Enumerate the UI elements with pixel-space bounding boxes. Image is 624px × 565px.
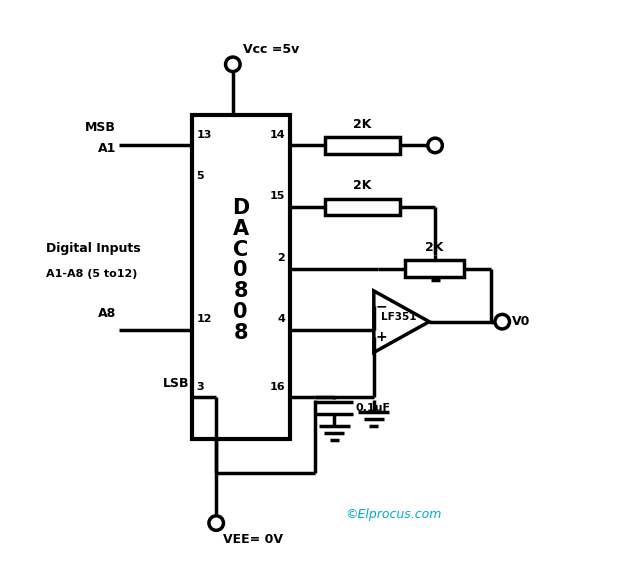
Text: A1-A8 (5 to12): A1-A8 (5 to12)	[46, 269, 138, 279]
Text: LF351: LF351	[381, 312, 416, 322]
Text: ©Elprocus.com: ©Elprocus.com	[346, 508, 442, 521]
Circle shape	[209, 516, 223, 531]
Text: LSB: LSB	[162, 377, 189, 390]
Text: Vcc =5v: Vcc =5v	[243, 43, 299, 56]
Text: D
A
C
0
8
0
8: D A C 0 8 0 8	[232, 198, 250, 343]
Text: 2K: 2K	[353, 179, 371, 192]
Bar	[406, 260, 464, 277]
Text: A1: A1	[98, 142, 116, 155]
Text: 4: 4	[277, 315, 285, 324]
Bar	[324, 137, 400, 154]
Text: 2K: 2K	[426, 241, 444, 254]
Text: 5: 5	[196, 171, 204, 181]
Text: 2K: 2K	[353, 118, 371, 131]
Text: −: −	[375, 299, 387, 313]
Text: +: +	[375, 330, 387, 344]
Text: 2: 2	[278, 253, 285, 263]
Circle shape	[495, 314, 509, 329]
Text: 0.1uF: 0.1uF	[356, 403, 391, 413]
Text: 12: 12	[196, 315, 212, 324]
Text: 16: 16	[270, 381, 285, 392]
Text: MSB: MSB	[85, 121, 116, 134]
Text: VEE= 0V: VEE= 0V	[223, 533, 283, 546]
Text: Digital Inputs: Digital Inputs	[46, 242, 141, 255]
Circle shape	[428, 138, 442, 153]
Bar	[192, 115, 290, 439]
Text: 3: 3	[196, 381, 204, 392]
Bar	[324, 198, 400, 215]
Circle shape	[225, 57, 240, 72]
Text: 14: 14	[270, 130, 285, 140]
Text: V0: V0	[512, 315, 530, 328]
Text: 15: 15	[270, 192, 285, 201]
Text: 13: 13	[196, 130, 212, 140]
Text: A8: A8	[98, 307, 116, 320]
